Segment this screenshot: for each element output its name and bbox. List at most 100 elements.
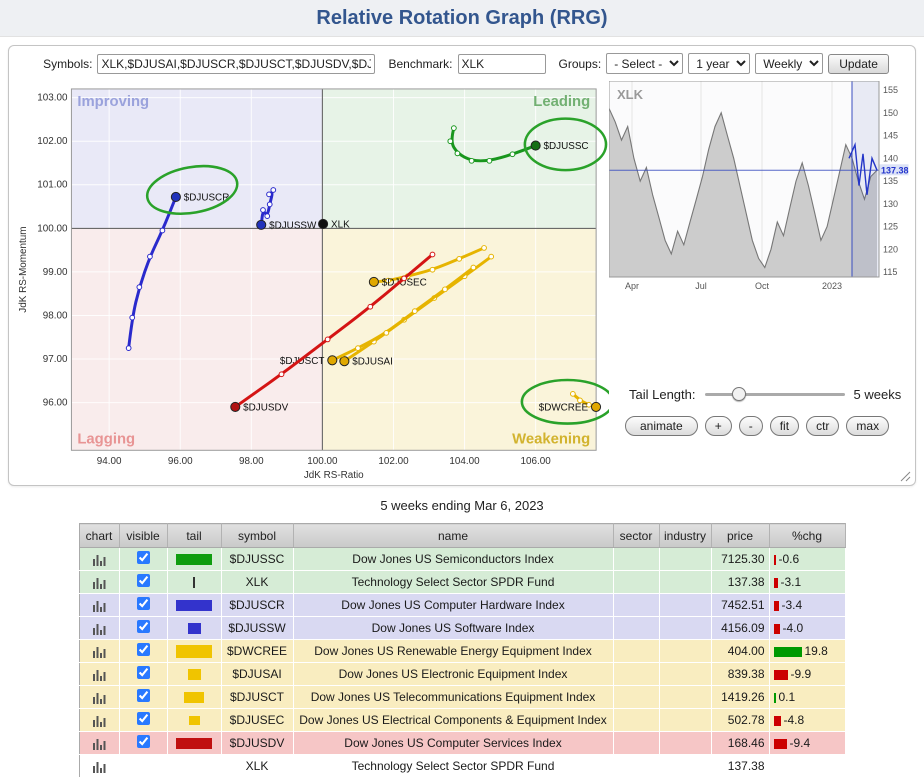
symbol-cell[interactable]: $DJUSAI [221,662,294,686]
period-select[interactable]: 1 year [688,53,751,74]
chart-icon[interactable] [92,575,107,590]
symbol-cell[interactable]: XLK [221,754,294,778]
update-button[interactable]: Update [828,53,889,74]
chart-icon[interactable] [92,667,107,682]
chart-icon[interactable] [92,552,107,567]
column-header-visible[interactable]: visible [119,523,168,548]
chart-icon[interactable] [92,598,107,613]
price-cell: 168.46 [711,731,770,755]
rrg-button-fit[interactable]: fit [769,416,800,436]
page-title: Relative Rotation Graph (RRG) [316,6,608,29]
visible-checkbox[interactable] [136,643,150,656]
rrg-button-max[interactable]: max [846,416,890,436]
visible-checkbox[interactable] [136,597,150,610]
table-row[interactable]: $DJUSCR Dow Jones US Computer Hardware In… [79,593,846,617]
chg-value: 19.8 [804,644,828,658]
table-row[interactable]: $DJUSSW Dow Jones US Software Index 4156.0… [79,616,846,640]
table-row[interactable]: $DJUSAI Dow Jones US Electronic Equipment… [79,662,846,686]
mini-chart[interactable]: 155 150 145 140 135 130 125 120 115 137.38 Apr Jul O… [609,81,909,295]
table-row[interactable]: XLK Technology Select Sector SPDR Fund 137… [79,754,846,778]
rrg-button-animate[interactable]: animate [625,416,698,436]
column-header-sector[interactable]: sector [613,523,660,548]
column-header-pctchg[interactable]: %chg [769,523,846,548]
groups-select[interactable]: - Select - [606,53,684,74]
sector-cell [613,547,660,571]
sector-cell [613,685,660,709]
chart-icon[interactable] [92,644,107,659]
symbols-input[interactable] [97,53,376,74]
sector-cell [613,731,660,755]
column-header-price[interactable]: price [711,523,770,548]
rrg-tail-DWCREE[interactable]: $DWCREE [539,390,602,413]
chart-icon[interactable] [92,759,107,774]
name-cell: Dow Jones US Renewable Energy Equipment … [293,639,614,663]
chg-cell: -9.4 [769,731,846,755]
svg-text:98.00: 98.00 [239,456,264,467]
symbol-cell[interactable]: $DJUSSC [221,547,294,571]
chart-icon[interactable] [92,621,107,636]
svg-text:137.38: 137.38 [881,165,909,175]
rrg-chart[interactable]: 94.00 96.00 98.00 100.00 102.00 104.00 106.00 9… [15,79,609,483]
resize-handle[interactable] [900,471,911,482]
chg-bar [773,692,776,703]
industry-cell [659,570,712,594]
table-row[interactable]: $DWCREE Dow Jones US Renewable Energy Equ… [79,639,846,663]
rrg-buttons: animate + - fit ctr max [609,416,909,436]
symbol-cell[interactable]: $DJUSEC [221,708,294,732]
symbol-cell[interactable]: $DJUSSW [221,616,294,640]
tail-swatch [188,716,200,726]
symbol-cell[interactable]: $DJUSCR [221,593,294,617]
tail-length-slider[interactable] [704,387,845,401]
chart-icon[interactable] [92,713,107,728]
table-row[interactable]: $DJUSEC Dow Jones US Electrical Component… [79,708,846,732]
industry-cell [659,662,712,686]
price-cell: 137.38 [711,570,770,594]
chg-cell [769,754,846,778]
chart-icon[interactable] [92,736,107,751]
table-row[interactable]: $DJUSSC Dow Jones US Semiconductors Index… [79,547,846,571]
tail-swatch [193,577,195,589]
rrg-button-minus[interactable]: - [738,416,763,436]
svg-text:Weakening: Weakening [512,431,590,447]
visible-checkbox[interactable] [136,620,150,633]
sector-cell [613,570,660,594]
toolbar: Symbols: Benchmark: Groups: - Select - 1… [15,50,909,79]
symbol-cell[interactable]: XLK [221,570,294,594]
rrg-tail-DJUSCR[interactable]: $DJUSCR [125,191,229,351]
column-header-name[interactable]: name [293,523,614,548]
table-row[interactable]: $DJUSCT Dow Jones US Telecommunications E… [79,685,846,709]
rrg-button-ctr[interactable]: ctr [806,416,840,436]
symbols-label: Symbols: [43,56,93,71]
table-row[interactable]: $DJUSDV Dow Jones US Computer Services In… [79,731,846,755]
symbol-cell[interactable]: $DWCREE [221,639,294,663]
rrg-tail-DJUSDV[interactable]: $DJUSDV [230,251,436,413]
symbol-cell[interactable]: $DJUSCT [221,685,294,709]
rrg-tail-XLK[interactable]: XLK [318,218,351,230]
rrg-tail-DJUSSC[interactable]: $DJUSSC [447,125,589,164]
column-header-tail[interactable]: tail [167,523,222,548]
svg-text:102.00: 102.00 [378,456,409,467]
svg-text:125: 125 [883,222,898,232]
price-cell: 839.38 [711,662,770,686]
rrg-tail-DJUSCT[interactable]: $DJUSCT [280,264,477,367]
symbol-cell[interactable]: $DJUSDV [221,731,294,755]
groups-label: Groups: [558,56,602,71]
rrg-tail-DJUSEC[interactable]: $DJUSEC [368,245,487,289]
benchmark-input[interactable] [457,53,546,74]
table-row[interactable]: XLK Technology Select Sector SPDR Fund 137… [79,570,846,594]
column-header-chart[interactable]: chart [79,523,120,548]
visible-checkbox[interactable] [136,551,150,564]
column-header-industry[interactable]: industry [659,523,712,548]
visible-checkbox[interactable] [136,666,150,679]
sector-cell [613,662,660,686]
rrg-tail-DJUSSW[interactable]: $DJUSSW [256,187,317,232]
visible-checkbox[interactable] [136,735,150,748]
chart-icon[interactable] [92,690,107,705]
visible-checkbox[interactable] [136,689,150,702]
frequency-select[interactable]: Weekly [755,53,824,74]
visible-checkbox[interactable] [136,574,150,587]
column-header-symbol[interactable]: symbol [221,523,294,548]
price-cell: 404.00 [711,639,770,663]
rrg-button-plus[interactable]: + [704,416,732,436]
visible-checkbox[interactable] [136,712,150,725]
